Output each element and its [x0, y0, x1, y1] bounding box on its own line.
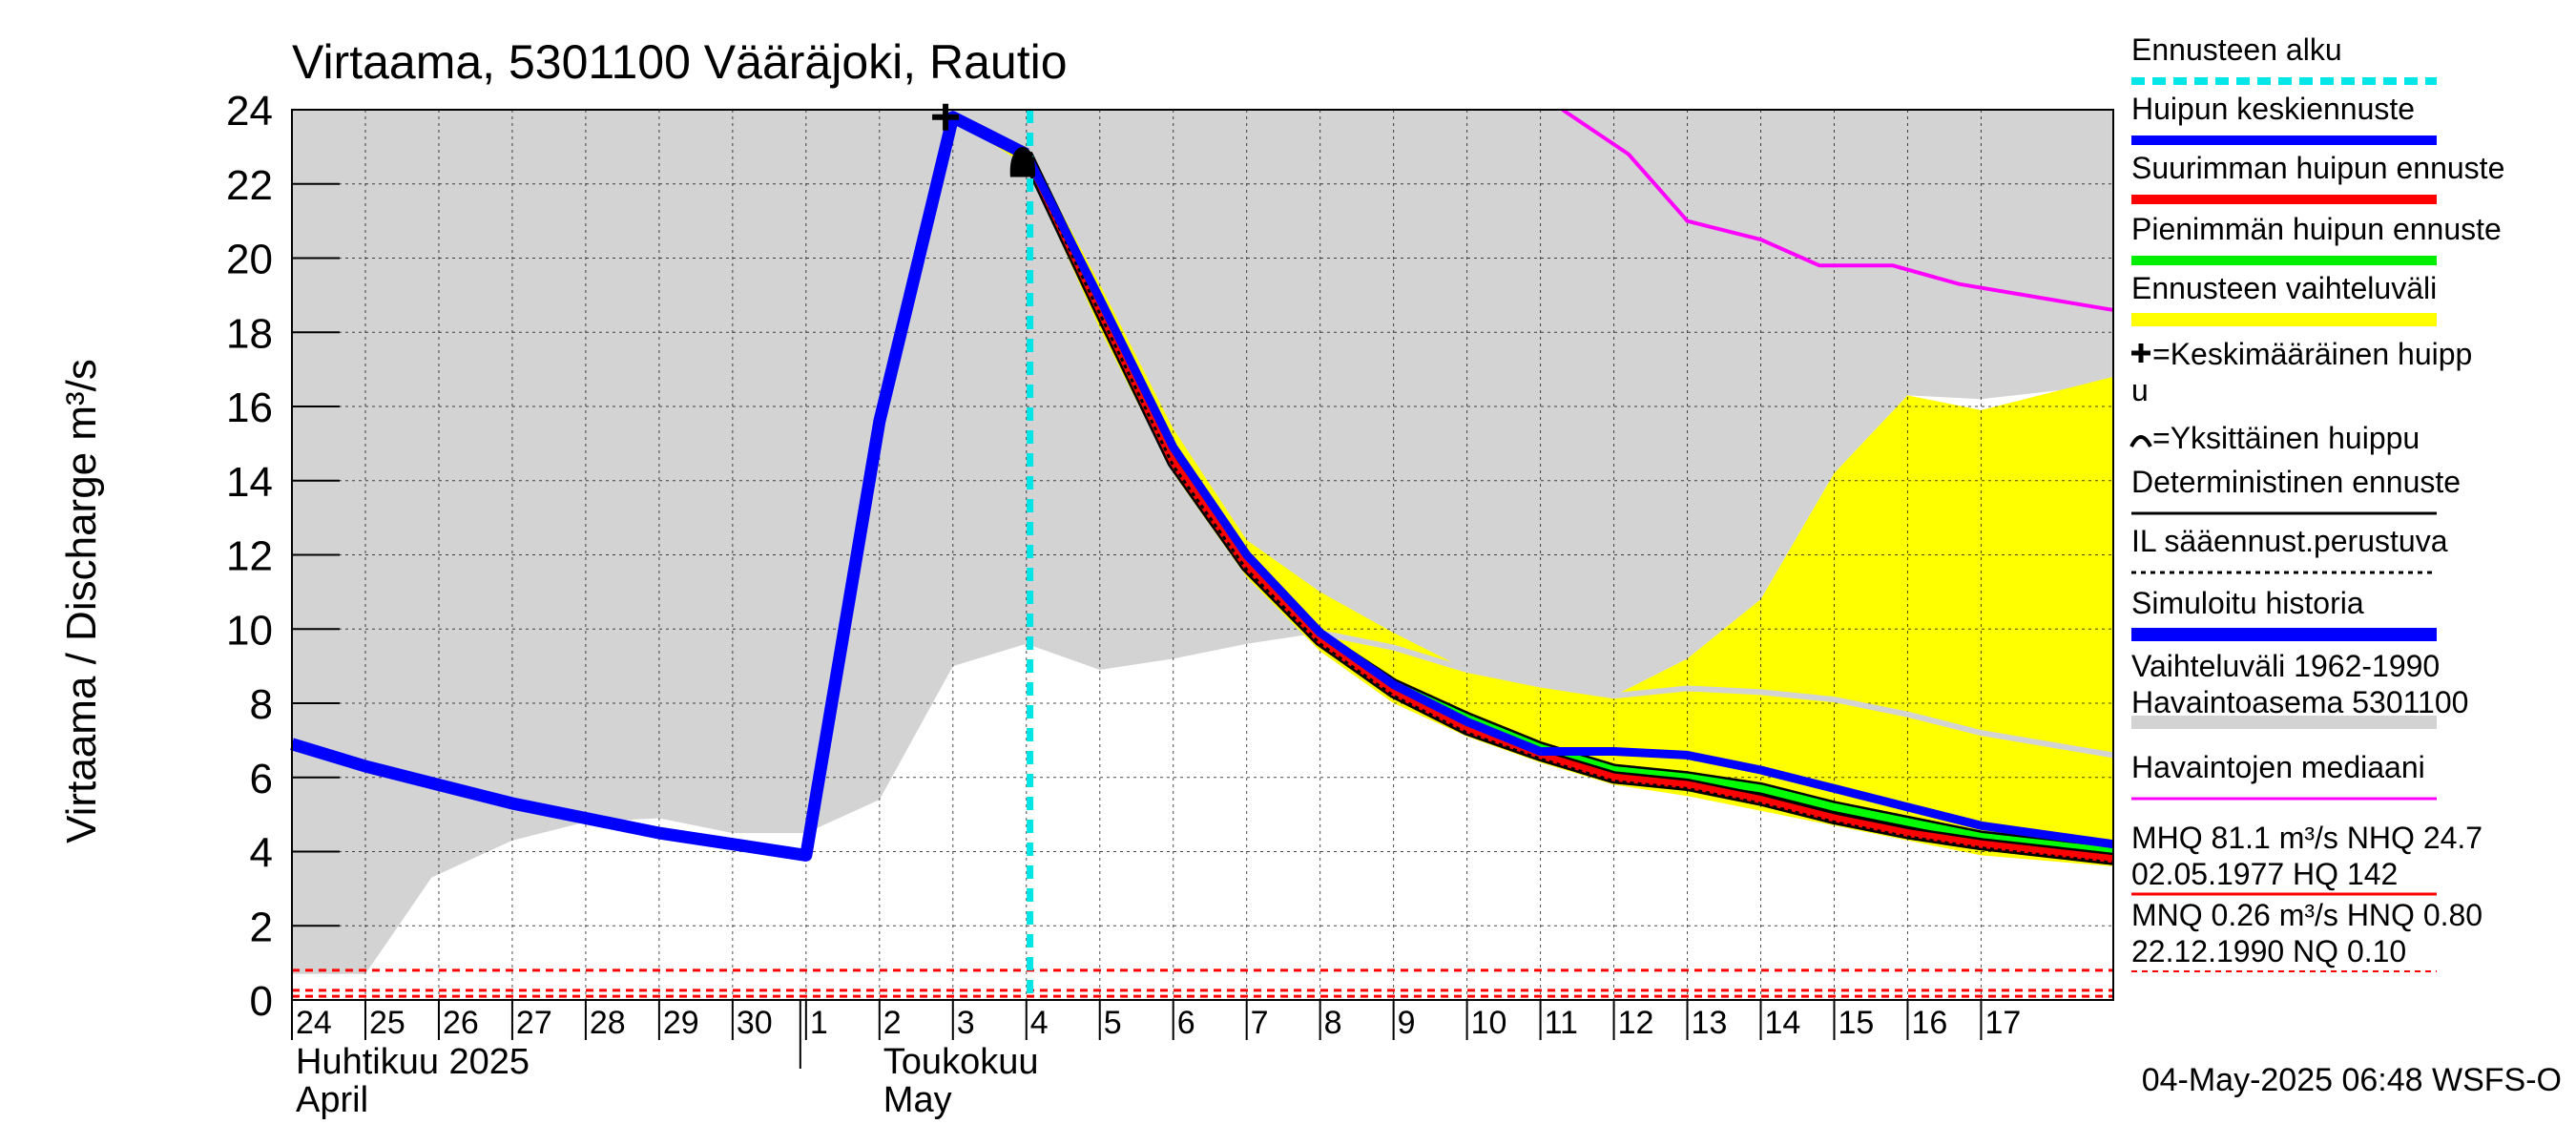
- historical-range-band: [292, 110, 2113, 974]
- x-tick-label: 10: [1471, 1005, 1507, 1041]
- legend-label: IL sääennust.perustuva: [2131, 524, 2448, 558]
- x-tick-label: 12: [1618, 1005, 1654, 1041]
- x-tick-label: 25: [369, 1005, 405, 1041]
- x-tick-label: 6: [1177, 1005, 1195, 1041]
- legend: Ennusteen alku Huipun keskiennuste Suurimm…: [2129, 32, 2504, 972]
- legend-label: Pienimmän huipun ennuste: [2131, 212, 2502, 246]
- y-tick-label: 16: [226, 385, 273, 431]
- legend-label: =Keskimääräinen huipp: [2152, 337, 2472, 371]
- x-tick-label: 1: [810, 1005, 828, 1041]
- x-tick-label: 30: [737, 1005, 773, 1041]
- y-tick-label: 8: [250, 681, 273, 728]
- x-tick-label: 28: [590, 1005, 626, 1041]
- x-tick-label: 29: [663, 1005, 699, 1041]
- y-axis-label: Virtaama / Discharge m³/s: [58, 359, 105, 843]
- mean-peak-forecast-line: [1022, 152, 2114, 849]
- legend-label: Vaihteluväli 1962-1990: [2131, 649, 2440, 683]
- footer-timestamp: 04-May-2025 06:48 WSFS-O: [2142, 1062, 2562, 1098]
- month-label-english: May: [883, 1080, 952, 1120]
- x-tick-label: 27: [516, 1005, 552, 1041]
- x-tick-label: 9: [1398, 1005, 1416, 1041]
- x-tick-label: 5: [1104, 1005, 1122, 1041]
- legend-label: MNQ 0.26 m³/s HNQ 0.80: [2131, 898, 2483, 932]
- y-tick-label: 4: [250, 830, 273, 877]
- y-tick-label: 18: [226, 310, 273, 357]
- legend-label: Havaintojen mediaani: [2131, 750, 2425, 784]
- x-tick-label: 3: [957, 1005, 975, 1041]
- single-peak-marker: [1009, 147, 1036, 177]
- x-tick-label: 13: [1692, 1005, 1728, 1041]
- y-tick-label: 2: [250, 904, 273, 950]
- y-tick-label: 20: [226, 237, 273, 283]
- legend-label-line2: 22.12.1990 NQ 0.10: [2131, 934, 2406, 968]
- legend-label: Simuloitu historia: [2131, 586, 2364, 620]
- x-tick-label: 17: [1984, 1005, 2021, 1041]
- legend-label: Suurimman huipun ennuste: [2131, 151, 2504, 185]
- legend-label: MHQ 81.1 m³/s NHQ 24.7: [2131, 821, 2483, 855]
- x-tick-label: 2: [883, 1005, 902, 1041]
- x-tick-label: 16: [1911, 1005, 1947, 1041]
- y-tick-label: 24: [226, 88, 273, 135]
- y-tick-label: 6: [250, 756, 273, 802]
- il-forecast-dotted-line: [1025, 156, 2114, 864]
- plot-area: [290, 103, 2114, 1001]
- month-label: Huhtikuu 2025: [296, 1042, 530, 1082]
- x-tick-label: 8: [1324, 1005, 1342, 1041]
- legend-label: Huipun keskiennuste: [2131, 92, 2415, 126]
- legend-label: =Yksittäinen huippu: [2152, 421, 2420, 455]
- station-median-line: [1319, 630, 2114, 759]
- x-tick-label: 26: [443, 1005, 479, 1041]
- x-tick-label: 15: [1838, 1005, 1874, 1041]
- y-tick-label: 12: [226, 533, 273, 580]
- y-tick-label: 10: [226, 607, 273, 654]
- month-label: Toukokuu: [883, 1042, 1039, 1082]
- x-tick-label: 4: [1030, 1005, 1049, 1041]
- legend-plus-icon: [2131, 344, 2150, 363]
- x-tick-label: 24: [296, 1005, 332, 1041]
- x-tick-label: 11: [1545, 1005, 1578, 1041]
- chart-title: Virtaama, 5301100 Vääräjoki, Rautio: [292, 35, 1068, 89]
- x-tick-label: 7: [1251, 1005, 1269, 1041]
- legend-label: Ennusteen vaihteluväli: [2131, 271, 2437, 305]
- legend-label-line2: Havaintoasema 5301100: [2131, 685, 2468, 719]
- month-label-english: April: [296, 1080, 368, 1120]
- mean-peak-marker: [932, 103, 960, 131]
- y-tick-label: 22: [226, 162, 273, 209]
- forecast-range-band: [967, 128, 2113, 867]
- legend-label-line2: u: [2131, 373, 2149, 407]
- legend-label: Deterministinen ennuste: [2131, 465, 2461, 499]
- legend-arc-icon: [2129, 435, 2152, 448]
- y-tick-label: 14: [226, 459, 273, 506]
- observed-median-line: [1561, 108, 2114, 312]
- x-tick-label: 14: [1765, 1005, 1801, 1041]
- simulated-history-line: [290, 111, 1029, 862]
- legend-label: Ennusteen alku: [2131, 32, 2342, 67]
- y-tick-label: 0: [250, 978, 273, 1025]
- legend-label-line2: 02.05.1977 HQ 142: [2131, 857, 2398, 891]
